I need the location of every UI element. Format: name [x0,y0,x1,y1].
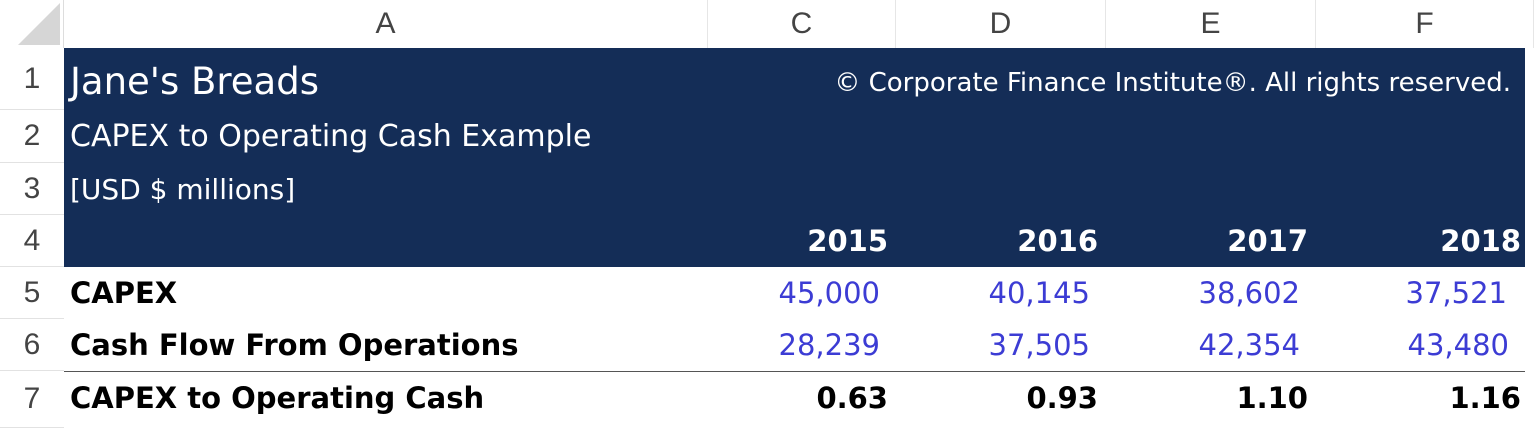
select-all-corner[interactable] [0,0,64,48]
capex-2016[interactable]: 40,145 [988,276,1090,310]
total-divider [64,371,1525,372]
cfo-2016[interactable]: 37,505 [988,328,1090,362]
row-label-ratio[interactable]: CAPEX to Operating Cash [70,381,485,415]
capex-2017[interactable]: 38,602 [1198,276,1300,310]
column-header-e[interactable]: E [1106,0,1316,48]
row-header-1[interactable]: 1 [0,48,64,110]
copyright-notice[interactable]: © Corporate Finance Institute®. All righ… [834,68,1511,98]
year-2017[interactable]: 2017 [1227,224,1308,258]
row-label-cfo[interactable]: Cash Flow From Operations [70,328,519,362]
row-header-3[interactable]: 3 [0,163,64,215]
cfo-2018[interactable]: 43,480 [1407,328,1509,362]
units-label[interactable]: [USD $ millions] [70,172,296,206]
cfo-2015[interactable]: 28,239 [778,328,880,362]
row-header-6[interactable]: 6 [0,319,64,371]
row-label-capex[interactable]: CAPEX [70,276,178,310]
capex-2015[interactable]: 45,000 [778,276,880,310]
sheet-title[interactable]: Jane's Breads [70,59,319,103]
column-header-c[interactable]: C [708,0,896,48]
column-header-f[interactable]: F [1316,0,1534,48]
ratio-2017[interactable]: 1.10 [1236,381,1308,415]
cfo-2017[interactable]: 42,354 [1198,328,1300,362]
header-band [64,48,1525,267]
capex-2018[interactable]: 37,521 [1405,276,1507,310]
sheet-subtitle[interactable]: CAPEX to Operating Cash Example [70,119,592,154]
row-header-2[interactable]: 2 [0,110,64,163]
ratio-2016[interactable]: 0.93 [1026,381,1098,415]
year-2018[interactable]: 2018 [1440,224,1521,258]
row-header-5[interactable]: 5 [0,267,64,319]
row-header-7[interactable]: 7 [0,371,64,428]
ratio-2015[interactable]: 0.63 [816,381,888,415]
ratio-2018[interactable]: 1.16 [1449,381,1521,415]
row-header-4[interactable]: 4 [0,215,64,267]
year-2016[interactable]: 2016 [1017,224,1098,258]
column-header-d[interactable]: D [896,0,1106,48]
year-2015[interactable]: 2015 [807,224,888,258]
column-header-a[interactable]: A [64,0,708,48]
